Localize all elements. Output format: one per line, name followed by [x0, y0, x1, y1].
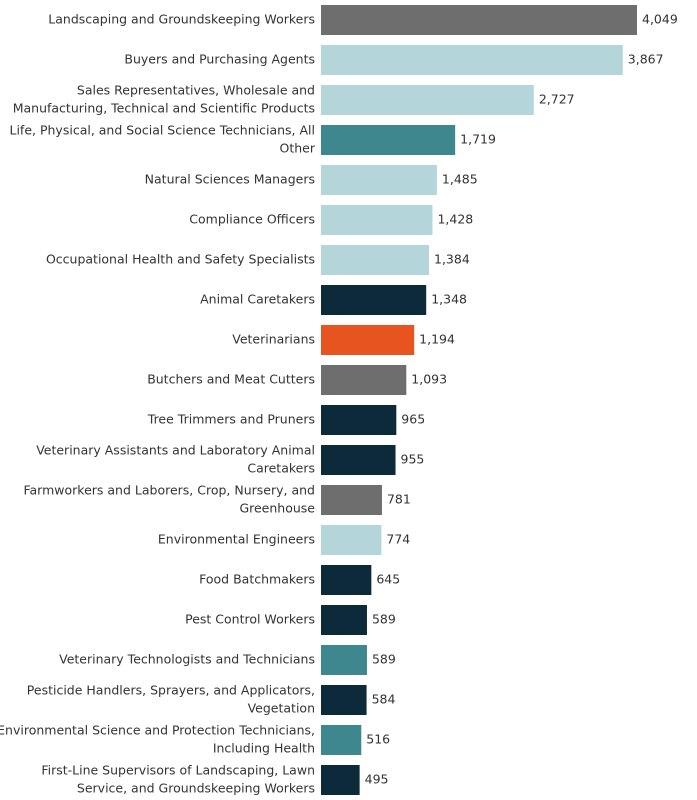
bar [321, 565, 372, 595]
value-label: 495 [365, 772, 389, 787]
bar [321, 725, 362, 755]
bar [321, 445, 396, 475]
category-label: Environmental Science and Protection Tec… [0, 723, 315, 756]
value-label: 781 [387, 492, 411, 507]
bar [321, 285, 427, 315]
value-label: 1,384 [434, 252, 470, 267]
value-labels-layer: 4,049 3,867 2,727 1,719 1,485 1,428 1,384 1,348… [365, 12, 678, 787]
category-label: Farmworkers and Laborers, Crop, Nursery,… [23, 483, 315, 516]
value-label: 1,428 [437, 212, 473, 227]
bar [321, 5, 637, 35]
bar [321, 405, 397, 435]
value-label: 955 [401, 452, 425, 467]
bar [321, 685, 367, 715]
bar [321, 645, 367, 675]
bars-layer [321, 5, 637, 795]
value-label: 3,867 [628, 52, 664, 67]
category-label: Landscaping and Groundskeeping Workers [48, 12, 315, 27]
value-label: 1,485 [442, 172, 478, 187]
value-label: 774 [386, 532, 410, 547]
bar [321, 765, 360, 795]
category-label: Environmental Engineers [158, 532, 315, 547]
bar [321, 45, 623, 75]
bar [321, 205, 433, 235]
bar [321, 525, 382, 555]
value-label: 589 [372, 612, 396, 627]
category-label: Pest Control Workers [185, 612, 315, 627]
category-label: Occupational Health and Safety Specialis… [46, 252, 315, 267]
category-label: Life, Physical, and Social Science Techn… [10, 123, 316, 156]
category-labels-layer: Landscaping and Groundskeeping Workers Bu… [0, 12, 316, 796]
value-label: 1,093 [411, 372, 447, 387]
category-label: Veterinary Assistants and Laboratory Ani… [36, 443, 315, 476]
category-label: Tree Trimmers and Pruners [147, 412, 315, 427]
bar [321, 85, 534, 115]
bar [321, 605, 367, 635]
category-label: Food Batchmakers [199, 572, 315, 587]
value-label: 1,719 [460, 132, 496, 147]
category-label: First-Line Supervisors of Landscaping, L… [41, 763, 315, 796]
value-label: 1,348 [431, 292, 467, 307]
value-label: 4,049 [642, 12, 678, 27]
bar [321, 165, 437, 195]
category-label: Butchers and Meat Cutters [147, 372, 315, 387]
category-label: Pesticide Handlers, Sprayers, and Applic… [27, 683, 315, 716]
category-label: Compliance Officers [189, 212, 315, 227]
value-label: 584 [372, 692, 396, 707]
value-label: 589 [372, 652, 396, 667]
value-label: 2,727 [539, 92, 575, 107]
value-label: 965 [401, 412, 425, 427]
bar [321, 485, 382, 515]
bar [321, 125, 456, 155]
category-label: Veterinary Technologists and Technicians [59, 652, 315, 667]
category-label: Sales Representatives, Wholesale and Manu… [13, 83, 315, 116]
value-label: 1,194 [419, 332, 455, 347]
category-label: Veterinarians [232, 332, 315, 347]
category-label: Buyers and Purchasing Agents [124, 52, 315, 67]
bar [321, 325, 415, 355]
value-label: 645 [376, 572, 400, 587]
value-label: 516 [366, 732, 390, 747]
category-label: Natural Sciences Managers [145, 172, 315, 187]
category-label: Animal Caretakers [200, 292, 315, 307]
bar [321, 245, 430, 275]
bar [321, 365, 407, 395]
